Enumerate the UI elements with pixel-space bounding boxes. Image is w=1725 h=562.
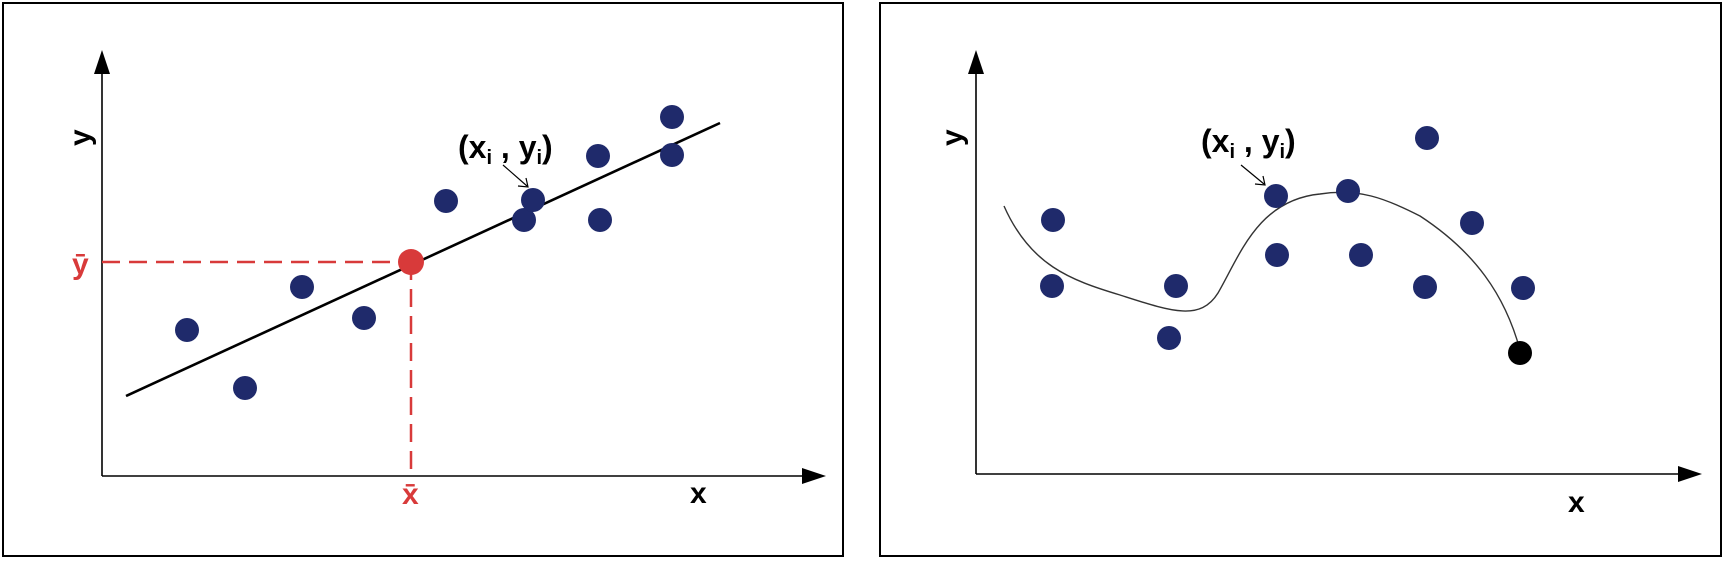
data-point bbox=[521, 188, 545, 212]
right-annotation-arrow bbox=[1240, 164, 1265, 185]
left-panel: y x ȳ x̄ (xi , yi) bbox=[2, 2, 844, 557]
data-point bbox=[290, 275, 314, 299]
left-point-annotation: (xi , yi) bbox=[458, 129, 553, 169]
left-x-axis-label: x bbox=[690, 477, 707, 510]
left-y-axis-arrowhead bbox=[94, 50, 110, 74]
data-point bbox=[175, 318, 199, 342]
data-point bbox=[1040, 274, 1064, 298]
data-point bbox=[233, 376, 257, 400]
data-point bbox=[1164, 274, 1188, 298]
data-point bbox=[1157, 326, 1181, 350]
right-x-axis-arrowhead bbox=[1678, 466, 1702, 482]
right-point-annotation: (xi , yi) bbox=[1201, 123, 1296, 163]
data-point bbox=[512, 208, 536, 232]
curve-end-point bbox=[1508, 341, 1532, 365]
data-point bbox=[660, 143, 684, 167]
data-point bbox=[1349, 243, 1373, 267]
data-point bbox=[1265, 243, 1289, 267]
data-point bbox=[352, 306, 376, 330]
left-x-axis-arrowhead bbox=[802, 468, 826, 484]
data-point bbox=[1413, 275, 1437, 299]
mean-point bbox=[398, 249, 424, 275]
data-point bbox=[434, 189, 458, 213]
data-point bbox=[586, 144, 610, 168]
mean-y-label: ȳ bbox=[72, 248, 89, 281]
data-point bbox=[1336, 179, 1360, 203]
data-point bbox=[588, 208, 612, 232]
data-point bbox=[660, 105, 684, 129]
data-point bbox=[1264, 184, 1288, 208]
left-annotation-arrowhead bbox=[517, 177, 529, 188]
data-point bbox=[1511, 276, 1535, 300]
data-point bbox=[1041, 208, 1065, 232]
fitted-curve bbox=[1003, 191, 1521, 351]
left-y-axis-label: y bbox=[64, 129, 97, 146]
right-annotation-arrowhead bbox=[1254, 175, 1266, 186]
data-point bbox=[1460, 211, 1484, 235]
mean-x-label: x̄ bbox=[402, 478, 419, 511]
right-y-axis-arrowhead bbox=[968, 50, 984, 74]
left-annotation-arrow bbox=[502, 164, 528, 187]
data-point bbox=[1415, 126, 1439, 150]
right-y-axis-label: y bbox=[936, 129, 969, 146]
left-panel-frame bbox=[2, 2, 844, 557]
right-panel-frame bbox=[879, 2, 1722, 557]
right-panel: y x (xi , yi) bbox=[879, 2, 1722, 557]
right-x-axis-label: x bbox=[1568, 486, 1585, 519]
